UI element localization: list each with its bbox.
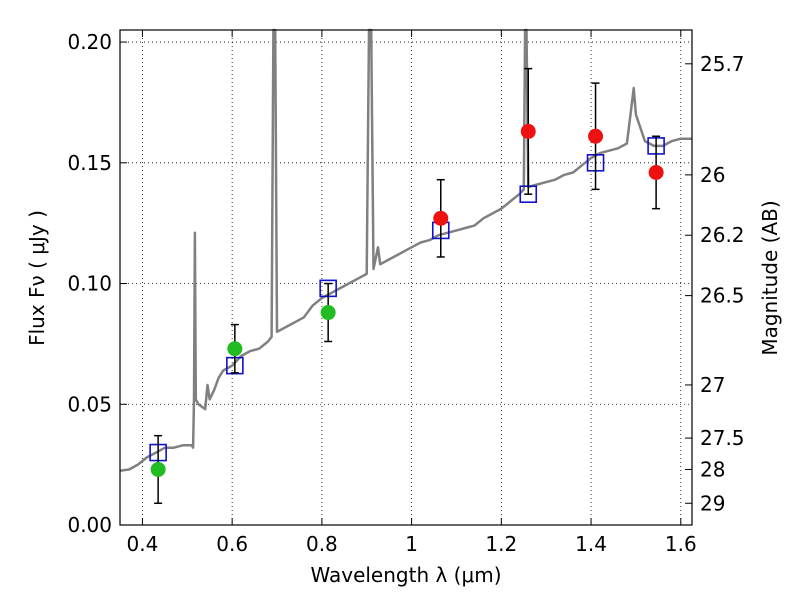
y-tick-label: 0.00 — [67, 513, 112, 537]
grid — [120, 30, 692, 526]
x-tick-label: 0.8 — [306, 532, 338, 556]
observed-point — [588, 128, 604, 144]
y2-tick-label: 27 — [700, 373, 725, 397]
observed-point — [320, 305, 336, 321]
spectrum-line — [119, 28, 692, 472]
observed-point — [520, 123, 536, 139]
y-tick-label: 0.10 — [67, 272, 112, 296]
y2-tick-label: 26.5 — [700, 284, 745, 308]
x-tick-label: 1.4 — [575, 532, 607, 556]
y2-tick-label: 27.5 — [700, 426, 745, 450]
y-tick-label: 0.05 — [67, 392, 112, 416]
data-points — [149, 67, 665, 505]
spectrum-path — [119, 28, 692, 472]
x-tick-label: 1.6 — [665, 532, 697, 556]
observed-point — [150, 461, 166, 477]
observed-point — [227, 341, 243, 357]
plot-frame — [119, 29, 693, 526]
y-tick-label: 0.15 — [67, 151, 112, 175]
x-tick-label: 1.2 — [485, 532, 517, 556]
x-tick-label: 0.6 — [216, 532, 248, 556]
x-tick-label: 0.4 — [127, 532, 159, 556]
y-tick-label: 0.20 — [67, 30, 112, 54]
x-tick-label: 1 — [405, 532, 418, 556]
y2-tick-label: 25.7 — [700, 52, 745, 76]
y2-tick-label: 29 — [700, 491, 725, 515]
y2-tick-label: 28 — [700, 457, 725, 481]
x-axis-label: Wavelength λ (μm) — [310, 563, 501, 587]
y2-tick-label: 26.2 — [700, 223, 745, 247]
y2-tick-label: 26 — [700, 163, 725, 187]
axis-ticks: 0.4 0.6 0.8 1 1.2 1.4 1.6 0.00 0.05 0.10 0.15 0.20 2… — [67, 30, 745, 556]
y2-axis-label: Magnitude (AB) — [758, 200, 782, 355]
observed-point — [648, 164, 664, 180]
y-axis-label: Flux Fν ( μJy ) — [25, 210, 49, 346]
observed-point — [433, 210, 449, 226]
